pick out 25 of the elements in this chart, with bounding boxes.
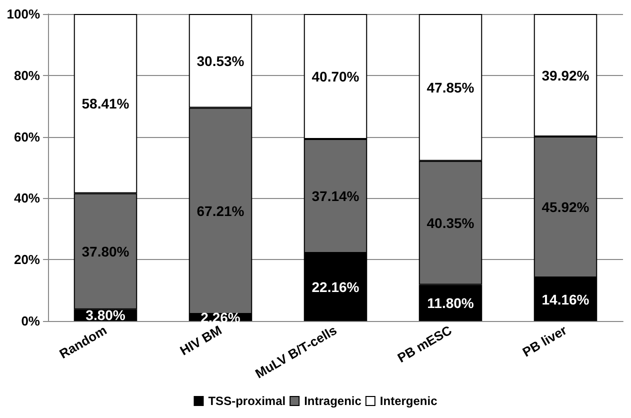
x-tick-label: HIV BM xyxy=(177,322,224,358)
x-tick-label: PB liver xyxy=(520,322,570,360)
data-label: 67.21% xyxy=(196,202,245,219)
data-label: 40.35% xyxy=(426,214,475,231)
data-label: 11.80% xyxy=(427,294,474,311)
data-label: 58.41% xyxy=(82,96,130,112)
y-tick-label: 0% xyxy=(21,314,40,328)
data-label: 45.92% xyxy=(542,199,590,216)
legend-label: TSS-proximal xyxy=(208,394,286,408)
data-label: 37.14% xyxy=(312,188,360,204)
y-tick-label: 40% xyxy=(14,190,40,206)
data-label: 47.85% xyxy=(426,79,475,96)
data-label: 3.80% xyxy=(86,307,126,324)
legend-label: Intergenic xyxy=(380,394,438,408)
data-label: 39.92% xyxy=(542,67,590,84)
data-label: 37.80% xyxy=(82,243,130,260)
data-label: 30.53% xyxy=(196,52,245,69)
y-tick-label: 20% xyxy=(14,252,40,268)
data-label: 22.16% xyxy=(312,278,360,295)
data-label: 40.70% xyxy=(312,68,360,84)
y-tick-label: 60% xyxy=(14,129,40,144)
data-label: 14.16% xyxy=(542,291,590,308)
legend-label: Intragenic xyxy=(304,394,362,408)
y-tick-label: 100% xyxy=(6,6,40,22)
y-tick-label: 80% xyxy=(14,68,40,83)
